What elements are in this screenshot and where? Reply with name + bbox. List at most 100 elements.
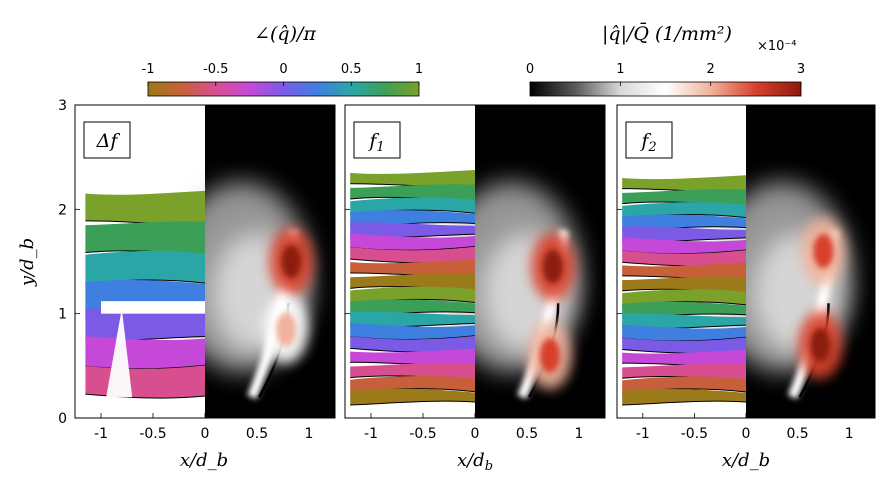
- colorbar-tick-label: -1: [142, 62, 155, 77]
- phase-band: [622, 349, 746, 367]
- colorbar-tick-label: 2: [707, 62, 715, 77]
- x-tick-label: -0.5: [681, 426, 708, 442]
- phase-band: [622, 175, 746, 193]
- x-tick-label: 0: [742, 426, 751, 442]
- panel-label-subscript: 1: [376, 140, 384, 155]
- phase-band: [350, 375, 475, 393]
- phase-band: [350, 348, 475, 366]
- x-tick-label: 0.5: [786, 426, 808, 442]
- x-tick-label: -1: [636, 426, 650, 442]
- phase-band: [350, 246, 475, 264]
- magnitude-colorbar-label: |q̂|/Q̄ (1/mm²): [602, 22, 732, 45]
- y-tick-label: 1: [58, 307, 67, 323]
- y-ticks: [345, 104, 350, 419]
- x-tick-label: 1: [845, 426, 854, 442]
- colorbar-tick-label: -0.5: [203, 62, 228, 77]
- x-tick-label: 0.5: [516, 426, 538, 442]
- x-tick-label: 0: [201, 426, 210, 442]
- y-axis-label: y/d_b: [17, 238, 38, 287]
- panel-label: f1: [353, 121, 401, 159]
- phase-band: [85, 308, 205, 341]
- panel-label-text: Δf: [96, 130, 121, 152]
- phase-band: [622, 289, 746, 306]
- phase-band: [622, 250, 746, 267]
- x-ticks: -1 -0.5 0 0.5 1: [364, 413, 583, 442]
- panel-label-subscript: 2: [647, 140, 656, 155]
- x-tick-label: -0.5: [139, 426, 166, 442]
- colorbar-tick-label: 0: [279, 62, 287, 77]
- panel-label-main: f: [108, 130, 120, 152]
- magnitude-multiplier: ×10⁻⁴: [757, 39, 797, 54]
- phase-band: [85, 365, 205, 399]
- panel-1: Δf -1 -0.5 0 0.5 1 0 1 2 3: [58, 98, 336, 442]
- phase-band: [622, 337, 746, 354]
- phase-band: [622, 237, 746, 254]
- x-axis-label-right: x/d_b: [722, 450, 770, 471]
- phase-band: [622, 226, 746, 242]
- phase-band: [350, 286, 475, 304]
- colorbar-tick-label: 1: [616, 62, 624, 77]
- magnitude-peak-core: [539, 338, 560, 373]
- phase-half: [85, 190, 206, 399]
- phase-dip: [106, 308, 133, 398]
- magnitude-colorbar-fill: [529, 81, 802, 97]
- x-axis-label-left: x/d_b: [180, 450, 228, 471]
- x-tick-label: 1: [575, 426, 584, 442]
- phase-band: [85, 336, 205, 369]
- phase-band: [350, 222, 475, 238]
- phase-band: [350, 322, 475, 340]
- phase-half: [622, 175, 747, 406]
- panel-label-box: [83, 121, 131, 159]
- x-tick-label: 0.5: [246, 426, 268, 442]
- panel-label-box: [353, 121, 401, 159]
- magnitude-half: [712, 105, 875, 418]
- y-tick-label: 0: [58, 411, 67, 427]
- x-tick-label: 0: [471, 426, 480, 442]
- x-ticks: -1 -0.5 0 0.5 1: [94, 413, 313, 442]
- colorbar-tick-label: 1: [415, 62, 423, 77]
- colorbar-tick-label: 3: [797, 62, 805, 77]
- panel-3: f2 -1 -0.5 0 0.5 1: [616, 104, 876, 442]
- phase-band: [350, 197, 475, 214]
- panel-label-main: f: [367, 130, 379, 152]
- phase-half: [350, 170, 476, 406]
- phase-band: [85, 250, 205, 284]
- x-axis-label-middle: x/db: [457, 450, 493, 474]
- y-ticks: 0 1 2 3: [58, 98, 80, 427]
- phase-gap: [101, 301, 205, 314]
- x-tick-label: -1: [364, 426, 378, 442]
- phase-colorbar-label: ∠(q̂)/π: [254, 23, 316, 45]
- panel-label-main: f: [639, 130, 651, 152]
- phase-band: [350, 170, 475, 188]
- phase-band: [85, 221, 205, 255]
- phase-contour: [85, 393, 206, 399]
- panel-label-text: f1: [367, 130, 384, 155]
- phase-band: [350, 233, 475, 251]
- phase-band: [622, 376, 746, 393]
- phase-contour: [350, 400, 476, 406]
- x-tick-label: -0.5: [409, 426, 436, 442]
- phase-band: [622, 324, 746, 341]
- magnitude-peak-core: [281, 244, 302, 279]
- magnitude-peak-core: [276, 312, 297, 347]
- magnitude-half: [441, 105, 605, 418]
- panel-label-delta: Δ: [96, 130, 111, 152]
- phase-band: [85, 190, 205, 225]
- panel-label: Δf: [83, 121, 131, 159]
- x-tick-label: -1: [94, 426, 108, 442]
- phase-band: [350, 259, 475, 277]
- phase-band: [622, 262, 746, 280]
- colorbar-ticks: -1 -0.5 0 0.5 1 0 1 2 3: [142, 62, 805, 86]
- panel-2: f1-1 -0.5 0 0.5 1: [344, 104, 606, 442]
- panel-label-text: f2: [639, 130, 656, 155]
- phase-band: [622, 313, 746, 329]
- y-ticks: [617, 104, 622, 419]
- phase-band: [350, 311, 475, 328]
- y-tick-label: 3: [58, 98, 67, 114]
- colorbar-tick-label: 0.5: [341, 62, 362, 77]
- x-ticks: -1 -0.5 0 0.5 1: [636, 413, 854, 442]
- panel-label-box: [625, 121, 673, 159]
- phase-band: [350, 335, 475, 353]
